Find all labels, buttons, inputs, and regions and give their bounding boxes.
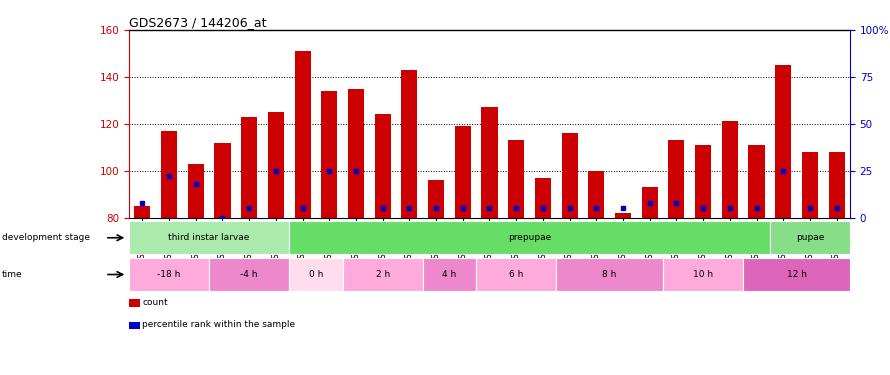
Text: GDS2673 / 144206_at: GDS2673 / 144206_at xyxy=(129,16,266,29)
Bar xyxy=(476,258,556,291)
Bar xyxy=(668,140,684,218)
Bar xyxy=(695,145,711,218)
Bar xyxy=(343,258,423,291)
Bar xyxy=(289,221,770,254)
Text: 4 h: 4 h xyxy=(442,270,457,279)
Bar xyxy=(268,112,284,218)
Bar xyxy=(161,131,177,218)
Text: 0 h: 0 h xyxy=(309,270,323,279)
Text: prepupae: prepupae xyxy=(508,233,551,242)
Bar xyxy=(615,213,631,217)
Bar xyxy=(241,117,257,218)
Text: 10 h: 10 h xyxy=(693,270,713,279)
Bar xyxy=(743,258,850,291)
Bar xyxy=(829,152,845,217)
Bar xyxy=(129,258,209,291)
Bar xyxy=(423,258,476,291)
Text: time: time xyxy=(2,270,22,279)
Bar xyxy=(722,122,738,218)
Text: pupae: pupae xyxy=(796,233,824,242)
Text: percentile rank within the sample: percentile rank within the sample xyxy=(142,320,295,329)
Bar xyxy=(556,258,663,291)
Bar xyxy=(748,145,765,218)
Bar xyxy=(129,221,289,254)
Bar xyxy=(508,140,524,218)
Text: -18 h: -18 h xyxy=(158,270,181,279)
Bar xyxy=(348,88,364,218)
Text: third instar larvae: third instar larvae xyxy=(168,233,250,242)
Bar xyxy=(134,206,150,218)
Text: development stage: development stage xyxy=(2,233,90,242)
Bar xyxy=(375,114,391,218)
Bar xyxy=(562,133,578,218)
Bar xyxy=(321,91,337,218)
Bar xyxy=(802,152,818,217)
Bar xyxy=(588,171,604,217)
Bar xyxy=(401,70,417,217)
Bar xyxy=(188,164,204,218)
Text: 8 h: 8 h xyxy=(603,270,617,279)
Bar xyxy=(289,258,343,291)
Bar xyxy=(428,180,444,218)
Bar xyxy=(642,187,658,218)
Bar xyxy=(481,107,498,218)
Text: 12 h: 12 h xyxy=(787,270,806,279)
Bar xyxy=(209,258,289,291)
Bar xyxy=(295,51,311,217)
Bar xyxy=(455,126,471,218)
Bar xyxy=(663,258,743,291)
Text: count: count xyxy=(142,298,168,307)
Bar xyxy=(770,221,850,254)
Bar xyxy=(535,178,551,218)
Text: 2 h: 2 h xyxy=(376,270,390,279)
Text: -4 h: -4 h xyxy=(240,270,258,279)
Bar xyxy=(775,65,791,218)
Bar xyxy=(214,142,231,218)
Text: 6 h: 6 h xyxy=(509,270,523,279)
